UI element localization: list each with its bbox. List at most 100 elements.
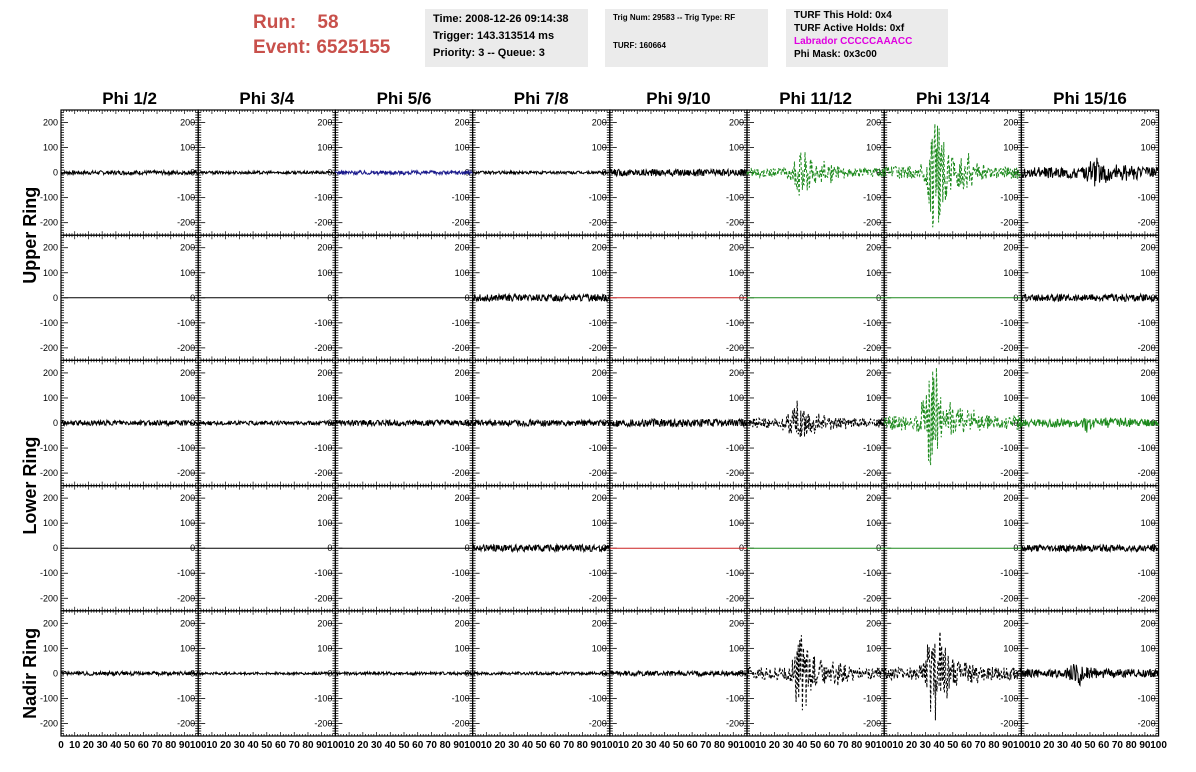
y-tick-label: -100 (177, 443, 195, 453)
y-tick-label: 100 (1003, 393, 1018, 403)
y-tick-label: -200 (1000, 468, 1018, 478)
y-tick-label: 200 (866, 243, 881, 253)
y-tick-label: -200 (1138, 468, 1156, 478)
y-tick-label: -200 (40, 343, 58, 353)
y-tick-label: -100 (452, 193, 470, 203)
row-label: Nadir Ring (20, 628, 40, 719)
y-tick-label: 100 (317, 143, 332, 153)
y-tick-label: 200 (1141, 243, 1156, 253)
row-label: Lower Ring (20, 437, 40, 535)
run-label: Run: (253, 12, 296, 33)
y-tick-label: -100 (863, 193, 881, 203)
y-tick-label: 100 (1003, 143, 1018, 153)
y-tick-label: -200 (1000, 218, 1018, 228)
y-tick-label: 100 (729, 393, 744, 403)
column-header: Phi 9/10 (646, 89, 710, 108)
y-tick-label: -100 (40, 443, 58, 453)
y-tick-label: 200 (866, 368, 881, 378)
y-tick-label: 200 (43, 368, 58, 378)
y-tick-label: -200 (452, 218, 470, 228)
turf-info-box: TURF This Hold: 0x4 TURF Active Holds: 0… (786, 9, 948, 67)
y-tick-label: 100 (1141, 143, 1156, 153)
y-tick-label: -200 (314, 468, 332, 478)
column-header: Phi 1/2 (102, 89, 157, 108)
y-tick-label: 200 (317, 243, 332, 253)
y-tick-label: 200 (455, 118, 470, 128)
y-tick-label: 100 (43, 268, 58, 278)
y-tick-label: -200 (40, 468, 58, 478)
y-tick-label: -200 (589, 468, 607, 478)
y-tick-label: -200 (726, 218, 744, 228)
y-tick-label: 100 (455, 268, 470, 278)
y-tick-label: -200 (177, 343, 195, 353)
y-tick-label: 200 (180, 118, 195, 128)
y-tick-label: -100 (863, 318, 881, 328)
y-tick-label: -100 (589, 318, 607, 328)
y-tick-label: 200 (1141, 368, 1156, 378)
y-tick-label: 100 (180, 268, 195, 278)
row-label: Upper Ring (20, 187, 40, 284)
y-tick-label: 200 (43, 243, 58, 253)
y-tick-label: -200 (452, 468, 470, 478)
column-header: Phi 7/8 (514, 89, 569, 108)
y-tick-label: 100 (729, 268, 744, 278)
y-tick-label: 0 (1013, 418, 1018, 428)
y-tick-label: 100 (180, 393, 195, 403)
y-tick-label: 200 (180, 243, 195, 253)
y-tick-label: -100 (726, 193, 744, 203)
y-tick-label: -100 (452, 318, 470, 328)
y-tick-label: -100 (1138, 193, 1156, 203)
y-tick-label: 100 (455, 143, 470, 153)
y-tick-label: 100 (455, 393, 470, 403)
y-tick-label: 100 (729, 143, 744, 153)
y-tick-label: -200 (177, 218, 195, 228)
y-tick-label: -100 (314, 318, 332, 328)
y-tick-label: 100 (317, 393, 332, 403)
y-tick-label: 0 (1151, 293, 1156, 303)
y-tick-label: -100 (1138, 318, 1156, 328)
y-tick-label: 200 (1003, 118, 1018, 128)
phi-mask-text: Phi Mask: 0x3c00 (794, 48, 940, 61)
y-tick-label: 100 (866, 268, 881, 278)
column-header: Phi 15/16 (1053, 89, 1127, 108)
y-tick-label: 200 (180, 368, 195, 378)
y-tick-label: 200 (317, 118, 332, 128)
y-tick-label: 200 (729, 368, 744, 378)
y-tick-label: -100 (1000, 193, 1018, 203)
y-tick-label: -100 (589, 443, 607, 453)
y-tick-label: -200 (177, 468, 195, 478)
y-tick-label: 200 (455, 368, 470, 378)
y-tick-label: 100 (43, 393, 58, 403)
trig-num-text: Trig Num: 29583 -- Trig Type: RF (613, 12, 760, 24)
trigger-text: Trigger: 143.313514 ms (433, 28, 580, 45)
y-tick-label: 200 (43, 118, 58, 128)
y-tick-label: -200 (863, 218, 881, 228)
y-tick-label: -200 (726, 468, 744, 478)
y-tick-label: 200 (1141, 118, 1156, 128)
y-tick-label: 100 (1141, 393, 1156, 403)
y-tick-label: 200 (1003, 368, 1018, 378)
priority-text: Priority: 3 -- Queue: 3 (433, 45, 580, 62)
y-tick-label: -200 (1000, 343, 1018, 353)
y-tick-label: 200 (592, 243, 607, 253)
y-tick-label: -100 (452, 443, 470, 453)
y-tick-label: -200 (589, 218, 607, 228)
y-tick-label: 100 (180, 143, 195, 153)
y-tick-label: 200 (1003, 243, 1018, 253)
y-tick-label: -100 (863, 443, 881, 453)
y-tick-label: 100 (1141, 268, 1156, 278)
y-tick-label: -100 (314, 443, 332, 453)
y-tick-label: -100 (40, 318, 58, 328)
turf-active-holds-text: TURF Active Holds: 0xf (794, 22, 940, 35)
y-tick-label: -200 (726, 343, 744, 353)
y-tick-label: 200 (455, 243, 470, 253)
y-tick-label: -100 (177, 318, 195, 328)
y-tick-label: -100 (1138, 443, 1156, 453)
y-tick-label: 0 (53, 418, 58, 428)
y-tick-label: -200 (863, 468, 881, 478)
y-tick-label: -200 (589, 343, 607, 353)
labrador-text: Labrador CCCCCAAACC (794, 35, 940, 48)
y-tick-label: -200 (863, 343, 881, 353)
y-tick-label: 100 (592, 268, 607, 278)
